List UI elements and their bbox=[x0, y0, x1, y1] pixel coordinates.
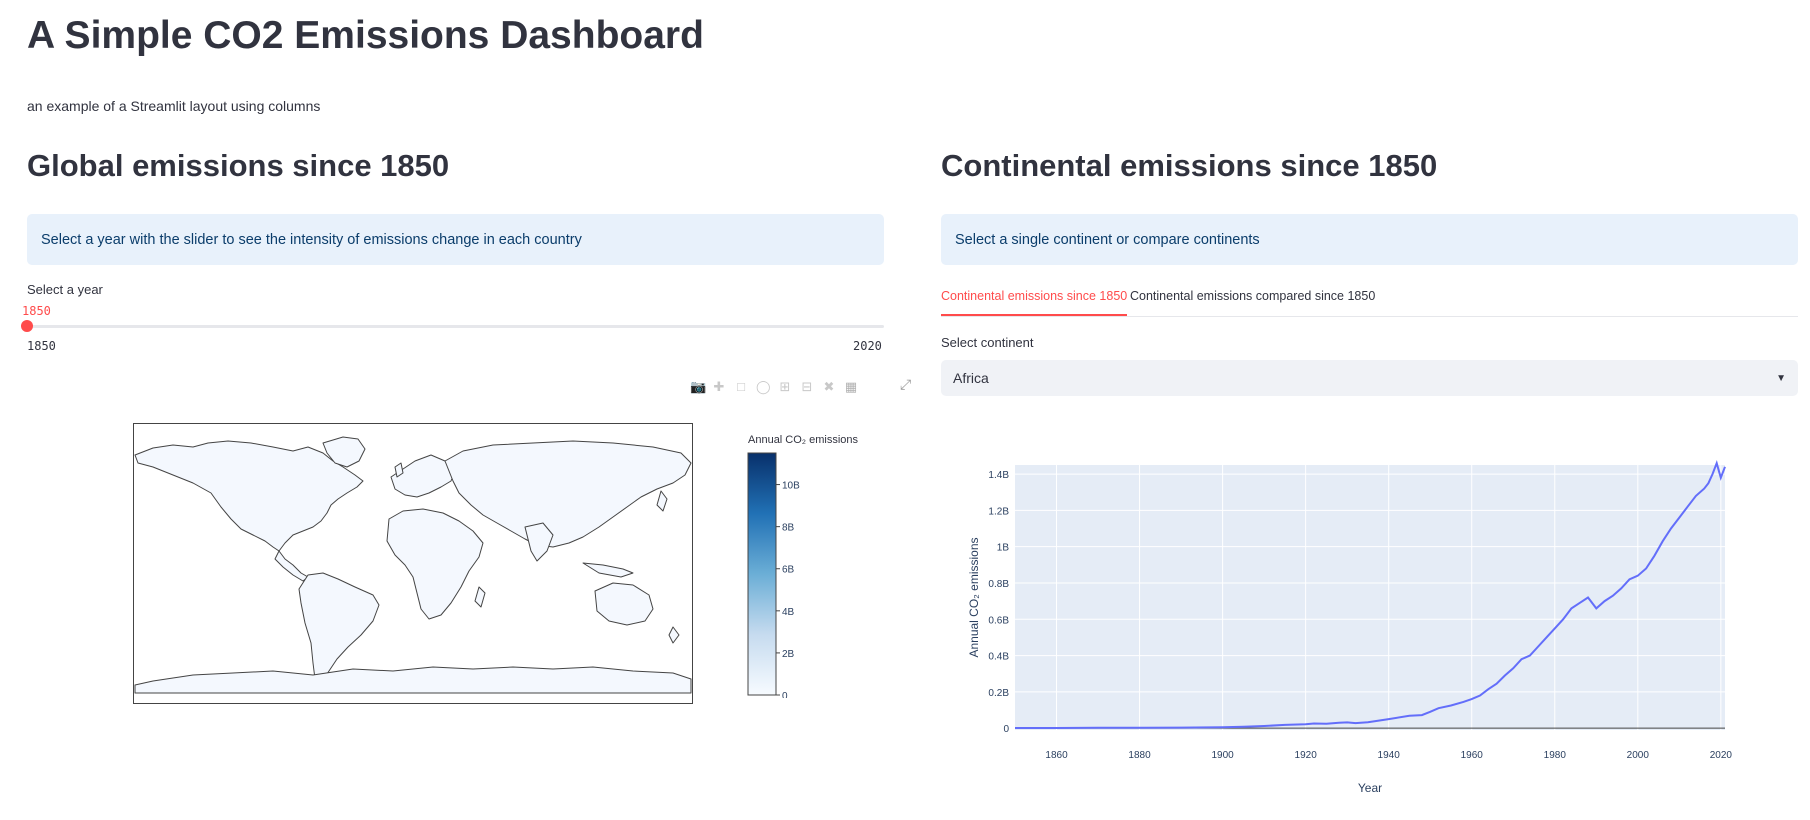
global-info-box: Select a year with the slider to see the… bbox=[27, 214, 884, 265]
tab-continental-emissions-compared[interactable]: Continental emissions compared since 185… bbox=[1130, 289, 1376, 303]
x-tick-label: 1980 bbox=[1544, 750, 1567, 761]
continent-select[interactable]: Africa ▼ bbox=[941, 360, 1798, 396]
y-tick-label: 0 bbox=[1003, 724, 1009, 735]
lasso-icon[interactable]: ◯ bbox=[756, 379, 771, 394]
y-tick-label: 1B bbox=[997, 543, 1010, 554]
y-axis-label: Annual CO₂ emissions bbox=[967, 537, 981, 657]
year-slider-max: 2020 bbox=[853, 339, 882, 353]
x-tick-label: 1920 bbox=[1295, 750, 1318, 761]
box-select-icon[interactable]: □ bbox=[737, 379, 745, 394]
zoom-in-icon[interactable]: ⊞ bbox=[779, 379, 791, 394]
camera-icon[interactable]: 📷 bbox=[690, 379, 707, 394]
colorbar: 0 2B 4B 6B 8B 10B bbox=[747, 452, 800, 698]
year-slider-value: 1850 bbox=[22, 304, 51, 318]
x-tick-label: 2000 bbox=[1627, 750, 1650, 761]
colorbar-tick-label: 10B bbox=[782, 481, 800, 492]
colorbar-tick-label: 2B bbox=[782, 649, 795, 660]
japan bbox=[656, 490, 668, 512]
africa bbox=[386, 508, 484, 620]
world-map[interactable] bbox=[133, 423, 693, 704]
x-tick-label: 1940 bbox=[1378, 750, 1401, 761]
y-tick-label: 0.8B bbox=[988, 579, 1009, 590]
year-slider-thumb[interactable] bbox=[21, 320, 33, 332]
plotly-logo-icon[interactable]: ▦ bbox=[844, 379, 858, 394]
indonesia bbox=[582, 562, 634, 578]
zoom-out-icon[interactable]: ⊟ bbox=[801, 379, 813, 394]
x-tick-label: 2020 bbox=[1710, 750, 1733, 761]
x-tick-label: 1880 bbox=[1128, 750, 1151, 761]
colorbar-tick-label: 4B bbox=[782, 607, 795, 618]
continental-section-title: Continental emissions since 1850 bbox=[941, 148, 1438, 183]
fullscreen-icon[interactable]: ⤢ bbox=[900, 376, 912, 392]
uk bbox=[394, 462, 404, 478]
north-america bbox=[134, 440, 364, 552]
x-tick-label: 1960 bbox=[1461, 750, 1484, 761]
emissions-line-chart[interactable]: 1860 1880 1900 1920 1940 1960 1980 2000 2020 0 0.… bbox=[960, 440, 1740, 800]
asia bbox=[444, 440, 692, 548]
chevron-down-icon: ▼ bbox=[1776, 372, 1786, 384]
greenland bbox=[322, 436, 366, 468]
colorbar-tick-label: 0 bbox=[782, 691, 788, 698]
page-subtitle: an example of a Streamlit layout using c… bbox=[27, 98, 321, 114]
india bbox=[524, 522, 554, 562]
y-tick-label: 0.6B bbox=[988, 615, 1009, 626]
page-title: A Simple CO2 Emissions Dashboard bbox=[27, 14, 704, 57]
europe bbox=[390, 454, 456, 498]
colorbar-title: Annual CO₂ emissions bbox=[748, 434, 859, 446]
colorbar-tick-label: 8B bbox=[782, 523, 795, 534]
series-line bbox=[1015, 460, 1726, 729]
south-america bbox=[298, 572, 380, 684]
plot-area bbox=[1015, 465, 1725, 730]
x-tick-label: 1860 bbox=[1045, 750, 1068, 761]
year-slider-label: Select a year bbox=[27, 282, 103, 297]
x-axis-label: Year bbox=[1358, 781, 1382, 795]
y-tick-label: 0.2B bbox=[988, 688, 1009, 699]
y-tick-label: 0.4B bbox=[988, 652, 1009, 663]
year-slider-min: 1850 bbox=[27, 339, 56, 353]
continental-info-box: Select a single continent or compare con… bbox=[941, 214, 1798, 265]
madagascar bbox=[474, 586, 486, 608]
y-tick-label: 1.4B bbox=[988, 470, 1009, 481]
map-modebar: 📷 ✚ □ ◯ ⊞ ⊟ ✖ ▦ bbox=[690, 380, 858, 394]
continent-select-value: Africa bbox=[953, 370, 989, 386]
y-tick-label: 1.2B bbox=[988, 506, 1009, 517]
continent-tabs: Continental emissions since 1850 Contine… bbox=[941, 288, 1798, 317]
colorbar-tick-label: 6B bbox=[782, 565, 795, 576]
continent-select-label: Select continent bbox=[941, 335, 1034, 350]
year-slider-track[interactable] bbox=[27, 325, 884, 328]
new-zealand bbox=[668, 626, 680, 644]
x-tick-label: 1900 bbox=[1211, 750, 1234, 761]
antarctica bbox=[134, 666, 692, 694]
reset-axes-icon[interactable]: ✖ bbox=[823, 379, 835, 394]
australia bbox=[594, 582, 654, 626]
tab-continental-emissions[interactable]: Continental emissions since 1850 bbox=[941, 288, 1128, 316]
pan-icon[interactable]: ✚ bbox=[713, 379, 725, 394]
global-section-title: Global emissions since 1850 bbox=[27, 148, 450, 183]
